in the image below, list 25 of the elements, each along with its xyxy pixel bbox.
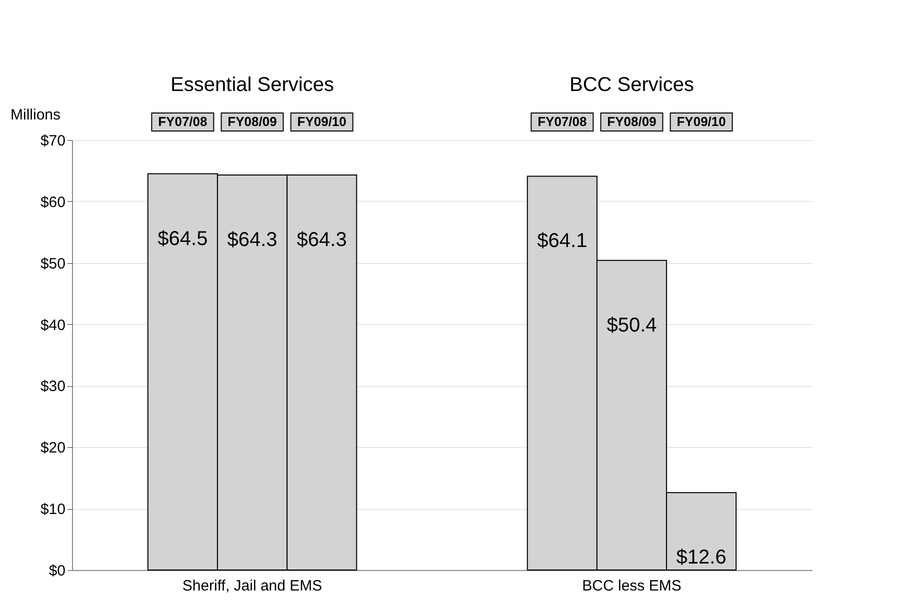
y-axis-title: Millions (10, 106, 61, 124)
y-tick-label: $30 (40, 378, 66, 396)
y-tick-label: $60 (40, 194, 66, 211)
y-tick-label: $70 (40, 132, 66, 150)
text: Essential Services (170, 74, 334, 96)
y-tick-label: $0 (48, 562, 66, 580)
text: FY08/09 (228, 114, 277, 129)
data-label: $64.3 (296, 229, 347, 252)
legend-label: FY08/09 (607, 114, 656, 129)
x-tick-label: BCC less EMS (582, 578, 682, 594)
text: FY07/08 (538, 114, 587, 129)
text: FY09/10 (676, 114, 726, 129)
y-tick-label: $10 (40, 501, 66, 518)
data-label: $64.3 (227, 229, 278, 252)
data-label: $12.6 (676, 546, 726, 569)
y-tick-label: $40 (40, 316, 66, 334)
text: FY07/08 (158, 114, 208, 129)
legend-label: FY09/10 (297, 114, 346, 129)
text: BCC Services (570, 74, 694, 96)
y-tick-label: $50 (40, 255, 66, 272)
data-label: $64.1 (537, 230, 588, 252)
data-label: $64.5 (158, 228, 208, 250)
x-tick-label: Sheriff, Jail and EMS (182, 578, 322, 594)
y-tick-label: $20 (40, 440, 66, 457)
data-label: $50.4 (606, 314, 657, 336)
